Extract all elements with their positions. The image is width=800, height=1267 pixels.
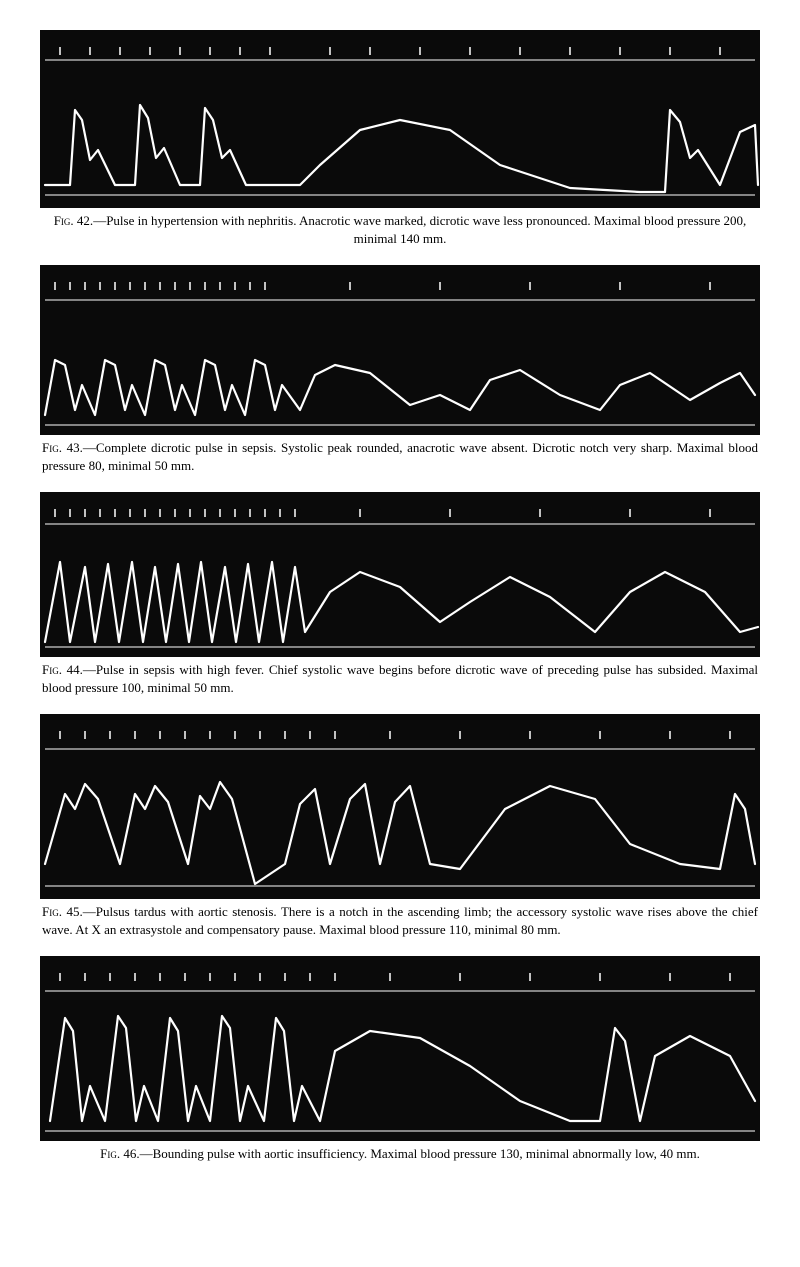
figure-label: Fig. 44. — [42, 662, 83, 677]
figure-block-fig46: Fig. 46.—Bounding pulse with aortic insu… — [40, 956, 760, 1163]
waveform-fig46 — [40, 956, 760, 1141]
waveform-fig43 — [40, 265, 760, 435]
figure-block-fig43: Fig. 43.—Complete dicrotic pulse in seps… — [40, 265, 760, 474]
figure-label: Fig. 46. — [100, 1146, 139, 1161]
figure-label: Fig. 42. — [54, 213, 93, 228]
caption-text: —Pulse in hypertension with nephritis. A… — [93, 213, 746, 246]
caption-fig45: Fig. 45.—Pulsus tardus with aortic steno… — [40, 903, 760, 938]
caption-text: —Complete dicrotic pulse in sepsis. Syst… — [42, 440, 758, 473]
figure-block-fig44: Fig. 44.—Pulse in sepsis with high fever… — [40, 492, 760, 696]
figure-label: Fig. 45. — [42, 904, 83, 919]
caption-text: —Bounding pulse with aortic insufficienc… — [140, 1146, 700, 1161]
caption-fig42: Fig. 42.—Pulse in hypertension with neph… — [40, 212, 760, 247]
caption-fig44: Fig. 44.—Pulse in sepsis with high fever… — [40, 661, 760, 696]
figure-block-fig45: Fig. 45.—Pulsus tardus with aortic steno… — [40, 714, 760, 938]
figure-block-fig42: Fig. 42.—Pulse in hypertension with neph… — [40, 30, 760, 247]
caption-text: —Pulse in sepsis with high fever. Chief … — [42, 662, 758, 695]
caption-text: —Pulsus tardus with aortic stenosis. The… — [42, 904, 758, 937]
caption-fig46: Fig. 46.—Bounding pulse with aortic insu… — [40, 1145, 760, 1163]
waveform-fig42 — [40, 30, 760, 208]
figures-container: Fig. 42.—Pulse in hypertension with neph… — [40, 30, 760, 1163]
waveform-fig44 — [40, 492, 760, 657]
figure-label: Fig. 43. — [42, 440, 83, 455]
waveform-fig45 — [40, 714, 760, 899]
caption-fig43: Fig. 43.—Complete dicrotic pulse in seps… — [40, 439, 760, 474]
